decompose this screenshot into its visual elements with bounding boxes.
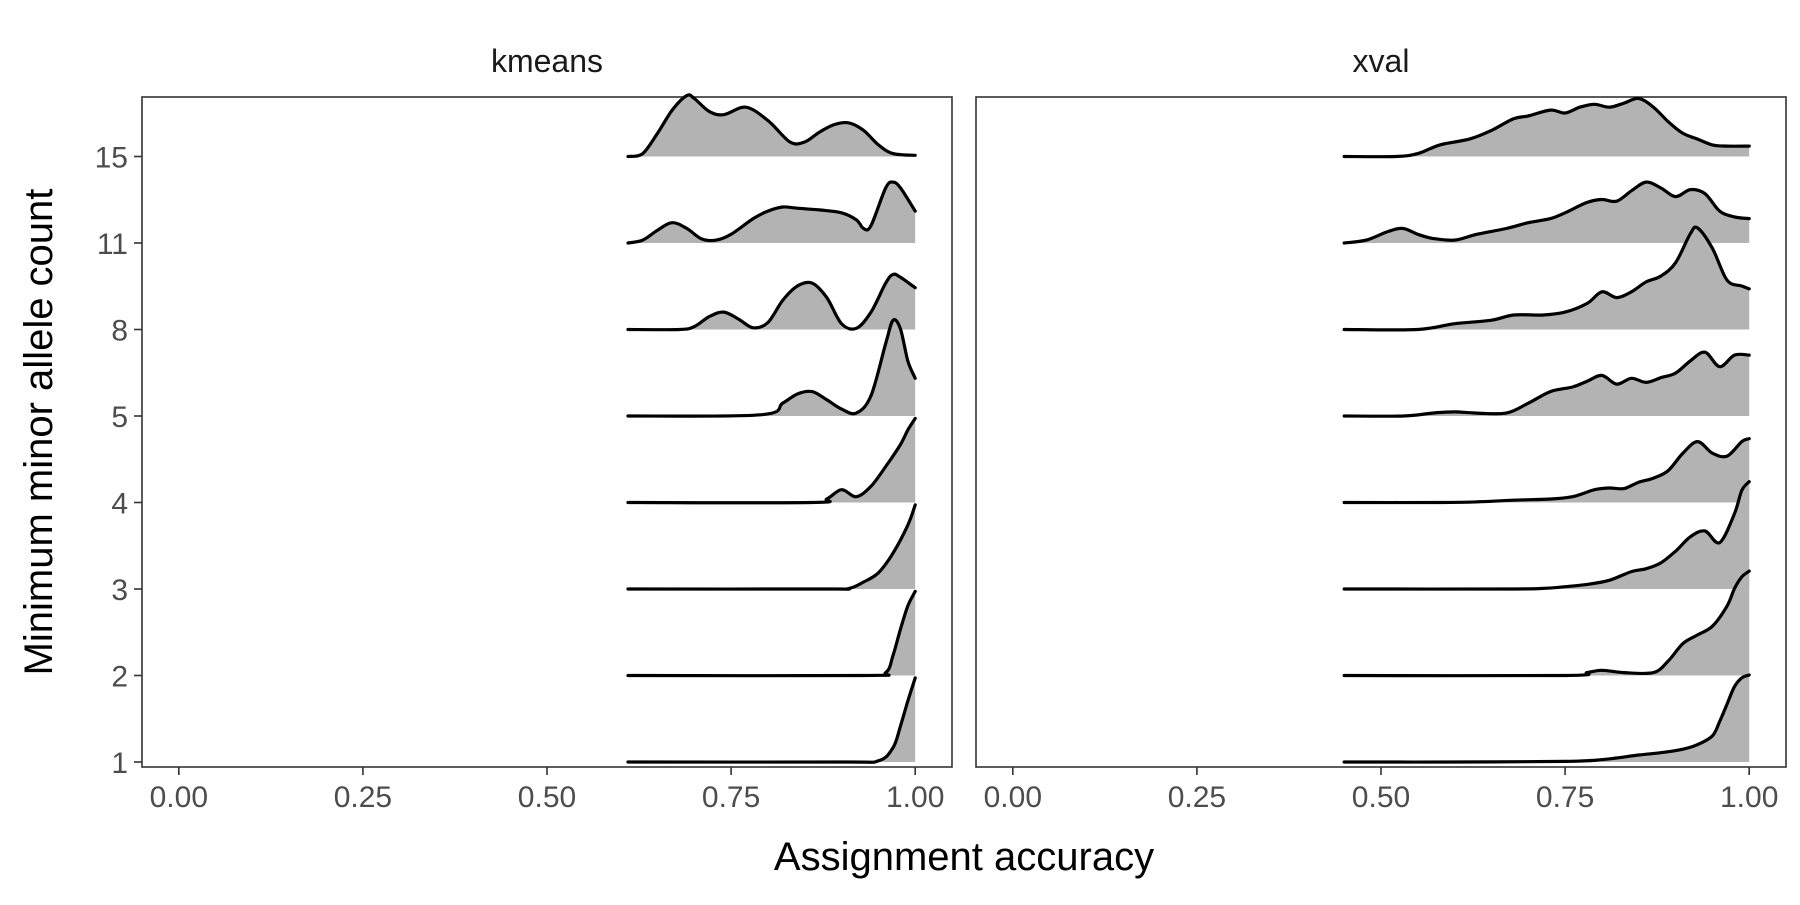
- ridge-area: [1344, 227, 1750, 330]
- y-tick-label: 15: [95, 142, 128, 175]
- y-tick-label: 5: [111, 401, 128, 434]
- ridge-line: [1342, 569, 1751, 678]
- ridge-area: [1344, 352, 1750, 417]
- ridge-area: [628, 418, 916, 503]
- panel-kmeans: kmeans 0.00 0.25 0.50 0.75 1.00: [141, 43, 953, 814]
- panel-xval: xval 0.00 0.25 0.50 0.75 1.00: [975, 43, 1787, 814]
- ridge-15: [626, 93, 917, 159]
- ridge-line: [626, 272, 917, 332]
- ridge-line: [1342, 437, 1751, 505]
- ridge-8: [626, 272, 917, 332]
- ridge-11: [626, 180, 917, 245]
- y-tick-label: 4: [111, 488, 128, 521]
- y-tick-label: 2: [111, 661, 128, 694]
- ridge-area: [628, 181, 916, 243]
- ridge-3: [1342, 480, 1751, 591]
- panel-frame: [141, 96, 953, 768]
- ridge-line: [1342, 225, 1751, 332]
- panel-strip-label: xval: [1353, 43, 1410, 79]
- ridge-line: [1342, 350, 1751, 418]
- x-tick-label: 0.50: [518, 781, 576, 814]
- ridge-line: [626, 180, 917, 245]
- ridge-line: [626, 503, 917, 591]
- ridge-15: [1342, 96, 1751, 159]
- ridge-area: [628, 504, 916, 590]
- x-axis-title: Assignment accuracy: [774, 835, 1154, 879]
- panel-strip-label: kmeans: [491, 43, 603, 79]
- ridge-area: [1344, 675, 1750, 763]
- ridge-line: [626, 676, 917, 764]
- x-tick-label: 0.00: [984, 781, 1042, 814]
- ridge-5: [626, 318, 917, 418]
- y-tick-label: 8: [111, 315, 128, 348]
- x-tick-label: 1.00: [886, 781, 944, 814]
- x-tick-label: 0.75: [1536, 781, 1594, 814]
- y-tick-label: 3: [111, 574, 128, 607]
- ridge-11: [1342, 180, 1751, 245]
- ridge-line: [626, 589, 917, 678]
- ridge-1: [1342, 673, 1751, 764]
- ridge-4: [626, 416, 917, 505]
- x-tick-label: 1.00: [1720, 781, 1778, 814]
- ridge-line: [1342, 180, 1751, 245]
- ridge-line: [626, 93, 917, 159]
- x-tick-label: 0.25: [334, 781, 392, 814]
- ridge-area: [1344, 98, 1750, 157]
- ridge-area: [1344, 571, 1750, 676]
- x-tick-label: 0.00: [150, 781, 208, 814]
- x-tick-label: 0.50: [1352, 781, 1410, 814]
- y-tick-label: 11: [97, 228, 128, 261]
- ridge-2: [626, 589, 917, 678]
- ridge-area: [1344, 438, 1750, 503]
- ridge-line: [626, 416, 917, 505]
- y-tick-label: 1: [111, 747, 128, 780]
- ridge-8: [1342, 225, 1751, 332]
- ridge-area: [628, 319, 916, 417]
- ridge-line: [1342, 480, 1751, 591]
- ridge-line: [1342, 673, 1751, 764]
- y-axis: 1 2 3 4 5 8 11 15: [95, 142, 142, 780]
- ridge-area: [1344, 182, 1750, 243]
- ridge-line: [626, 318, 917, 418]
- ridge-4: [1342, 437, 1751, 505]
- ridge-line: [1342, 96, 1751, 159]
- ridge-2: [1342, 569, 1751, 678]
- ridge-1: [626, 676, 917, 764]
- ridge-5: [1342, 350, 1751, 418]
- ridge-area: [1344, 481, 1750, 590]
- ridge-3: [626, 503, 917, 591]
- x-tick-label: 0.25: [1168, 781, 1226, 814]
- x-tick-label: 0.75: [702, 781, 760, 814]
- y-axis-title: Minimum minor allele count: [17, 189, 61, 676]
